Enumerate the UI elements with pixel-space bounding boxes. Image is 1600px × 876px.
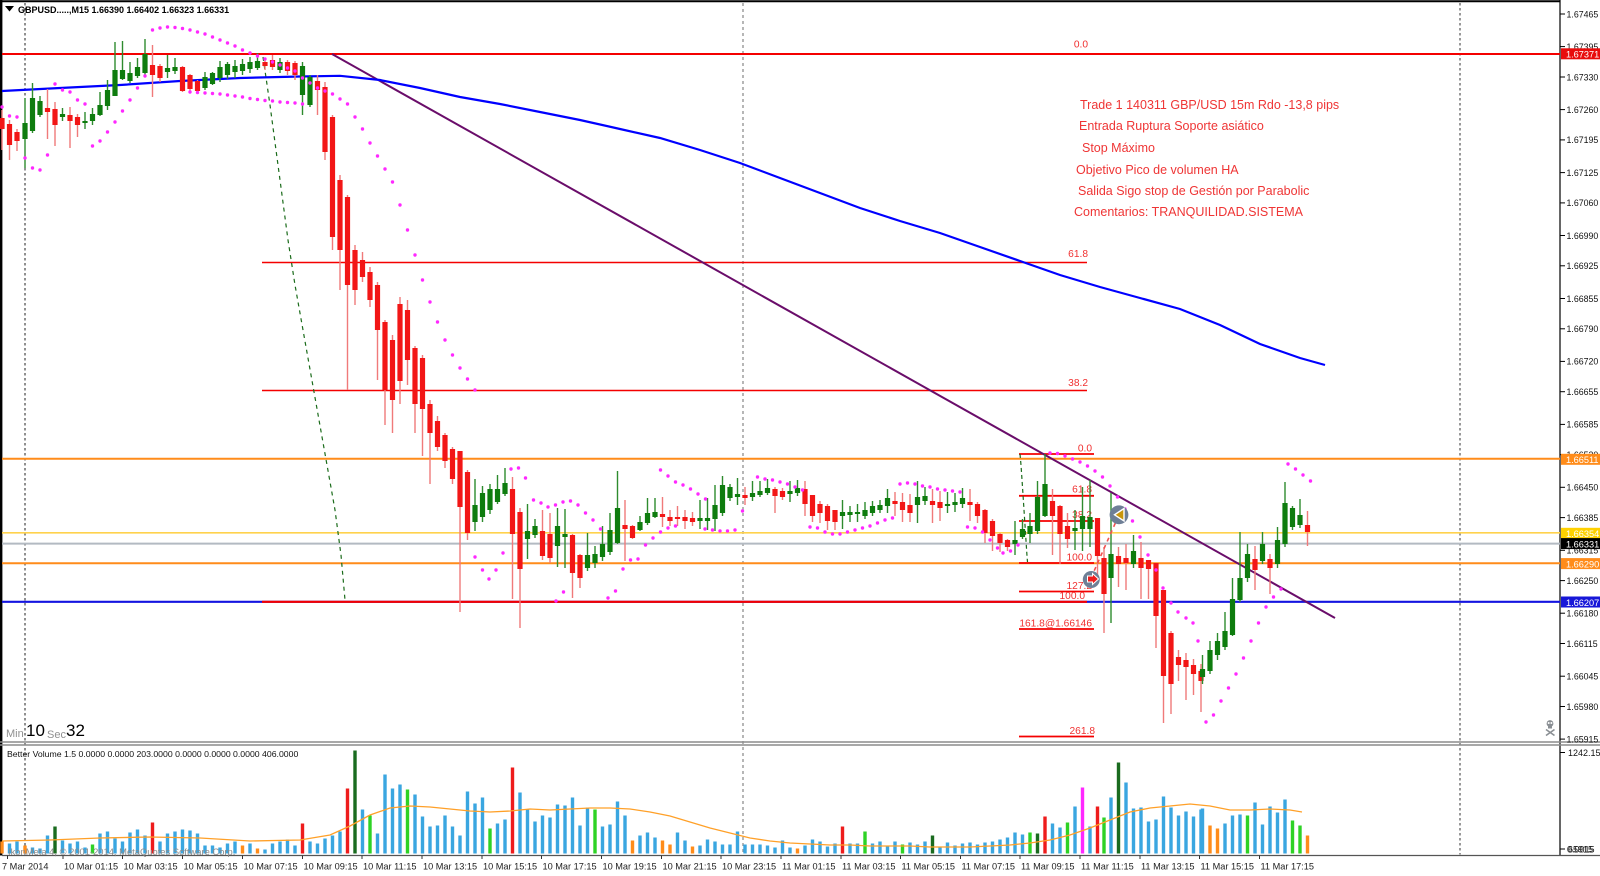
svg-text:10 Mar 01:15: 10 Mar 01:15 (64, 862, 118, 872)
svg-text:10: 10 (26, 721, 45, 740)
svg-text:1.67260: 1.67260 (1567, 105, 1599, 115)
svg-text:Entrada Ruptura Soporte asiáti: Entrada Ruptura Soporte asiático (1079, 119, 1264, 133)
svg-text:Min: Min (6, 728, 24, 740)
svg-text:10 Mar 03:15: 10 Mar 03:15 (124, 862, 178, 872)
svg-text:1.66331: 1.66331 (1566, 539, 1599, 549)
svg-text:65915: 65915 (1568, 845, 1593, 855)
svg-text:1.66180: 1.66180 (1567, 609, 1599, 619)
svg-text:1.67060: 1.67060 (1567, 198, 1599, 208)
svg-text:1.65980: 1.65980 (1567, 702, 1599, 712)
svg-text:1.66790: 1.66790 (1567, 324, 1599, 334)
svg-text:10 Mar 19:15: 10 Mar 19:15 (603, 862, 657, 872)
svg-text:32: 32 (66, 721, 85, 740)
svg-text:Objetivo Pico de volumen HA: Objetivo Pico de volumen HA (1076, 163, 1239, 177)
svg-text:1.66315: 1.66315 (1567, 546, 1599, 556)
svg-text:161.8@1.66146: 161.8@1.66146 (1019, 619, 1092, 630)
svg-text:7 Mar 2014: 7 Mar 2014 (2, 862, 48, 872)
svg-text:1.65915: 1.65915 (1567, 734, 1599, 744)
svg-text:1.66385: 1.66385 (1567, 513, 1599, 523)
svg-text:1.66585: 1.66585 (1567, 420, 1599, 430)
svg-text:10 Mar 07:15: 10 Mar 07:15 (244, 862, 298, 872)
svg-text:127.2: 127.2 (1067, 581, 1093, 592)
svg-text:1.66354: 1.66354 (1566, 529, 1599, 539)
svg-text:11 Mar 17:15: 11 Mar 17:15 (1261, 862, 1314, 872)
svg-text:1.67330: 1.67330 (1567, 72, 1599, 82)
svg-text:10 Mar 09:15: 10 Mar 09:15 (304, 862, 358, 872)
svg-text:1.66115: 1.66115 (1567, 639, 1598, 649)
svg-text:100.0: 100.0 (1067, 553, 1093, 564)
svg-text:10 Mar 21:15: 10 Mar 21:15 (663, 862, 717, 872)
svg-text:Stop Máximo: Stop Máximo (1082, 141, 1155, 155)
svg-text:11 Mar 03:15: 11 Mar 03:15 (842, 862, 895, 872)
svg-text:10 Mar 15:15: 10 Mar 15:15 (483, 862, 537, 872)
svg-text:11 Mar 07:15: 11 Mar 07:15 (962, 862, 1015, 872)
svg-text:IkonMeta 4, © 2001-2014, MetaQ: IkonMeta 4, © 2001-2014, MetaQuotes Soft… (8, 846, 235, 857)
svg-text:11 Mar 11:15: 11 Mar 11:15 (1081, 862, 1134, 872)
svg-text:61.8: 61.8 (1068, 249, 1088, 260)
svg-text:10 Mar 13:15: 10 Mar 13:15 (423, 862, 477, 872)
svg-text:1.67395: 1.67395 (1567, 42, 1599, 52)
svg-text:Trade 1 140311 GBP/USD 15m Rdo: Trade 1 140311 GBP/USD 15m Rdo -13,8 pip… (1080, 98, 1339, 112)
svg-text:GBPUSD.....,M15 1.66390 1.664: GBPUSD.....,M15 1.66390 1.66402 1.66323 … (18, 5, 229, 15)
svg-text:10 Mar 05:15: 10 Mar 05:15 (184, 862, 238, 872)
svg-text:0.0015: 0.0015 (1567, 845, 1595, 855)
svg-text:1.66045: 1.66045 (1567, 672, 1599, 682)
svg-text:Better Volume 1.5 0.0000 0.000: Better Volume 1.5 0.0000 0.0000 203.0000… (7, 749, 298, 759)
svg-text:10 Mar 23:15: 10 Mar 23:15 (722, 862, 776, 872)
svg-text:1.66511: 1.66511 (1566, 455, 1599, 465)
svg-text:1242.15: 1242.15 (1568, 748, 1600, 758)
svg-text:1.67125: 1.67125 (1567, 168, 1599, 178)
svg-text:1.66925: 1.66925 (1567, 261, 1599, 271)
svg-text:1.66250: 1.66250 (1567, 576, 1599, 586)
svg-text:1.67195: 1.67195 (1567, 135, 1599, 145)
svg-text:Salida Sigo stop de Gestión po: Salida Sigo stop de Gestión por Paraboli… (1078, 184, 1309, 198)
svg-text:38.2: 38.2 (1068, 378, 1088, 389)
svg-text:11 Mar 13:15: 11 Mar 13:15 (1141, 862, 1194, 872)
svg-text:100.0: 100.0 (1060, 591, 1086, 602)
svg-text:1.66207: 1.66207 (1566, 598, 1599, 608)
svg-text:261.8: 261.8 (1070, 726, 1096, 737)
svg-text:1.66855: 1.66855 (1567, 294, 1599, 304)
svg-text:1.66290: 1.66290 (1566, 559, 1599, 569)
svg-text:1.67465: 1.67465 (1567, 9, 1599, 19)
svg-text:1.66720: 1.66720 (1567, 357, 1599, 367)
svg-text:1.67371: 1.67371 (1566, 50, 1599, 60)
svg-text:0.0: 0.0 (1078, 444, 1092, 455)
svg-text:11 Mar 01:15: 11 Mar 01:15 (782, 862, 835, 872)
svg-text:Comentarios: TRANQUILIDAD.SIST: Comentarios: TRANQUILIDAD.SISTEMA (1074, 205, 1304, 219)
svg-text:11 Mar 15:15: 11 Mar 15:15 (1201, 862, 1254, 872)
svg-text:11 Mar 09:15: 11 Mar 09:15 (1021, 862, 1074, 872)
svg-text:1.66450: 1.66450 (1567, 483, 1599, 493)
svg-text:10 Mar 17:15: 10 Mar 17:15 (543, 862, 597, 872)
svg-text:11 Mar 05:15: 11 Mar 05:15 (902, 862, 955, 872)
svg-text:Sec: Sec (47, 729, 66, 741)
svg-text:10 Mar 11:15: 10 Mar 11:15 (363, 862, 416, 872)
svg-text:1.66990: 1.66990 (1567, 231, 1599, 241)
svg-text:0.0: 0.0 (1074, 40, 1088, 51)
svg-text:1.66655: 1.66655 (1567, 387, 1599, 397)
